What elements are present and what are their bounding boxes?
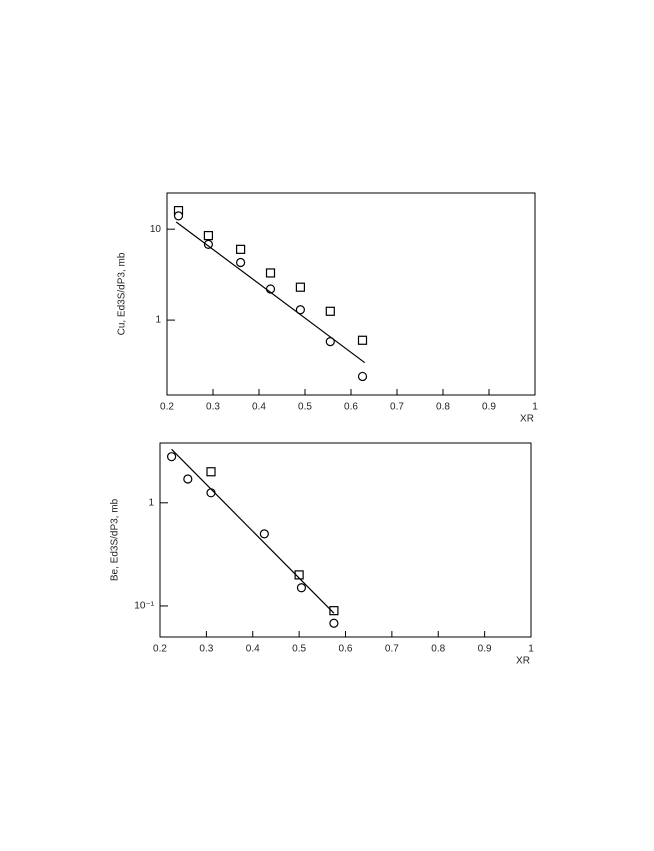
square-point	[206, 467, 216, 477]
circle-point	[296, 583, 307, 593]
plot-frame	[166, 192, 536, 396]
square-point	[236, 244, 246, 254]
circle-point	[206, 488, 216, 498]
x-tick-label: 0.5	[292, 644, 306, 655]
square-point	[357, 335, 368, 345]
square-point	[329, 606, 339, 616]
circle-point	[236, 257, 246, 268]
y-tick-label: 1	[155, 315, 161, 326]
x-tick-label: 0.3	[206, 402, 220, 413]
x-tick-label: 0.4	[246, 644, 260, 655]
y-axis-label: Be, Ed3S/dP3, mb	[110, 498, 121, 581]
x-tick-label: 0.5	[298, 402, 312, 413]
x-tick-label: 0.7	[390, 402, 404, 413]
x-tick-label: 0.7	[385, 644, 399, 655]
x-tick-label: 1	[532, 402, 538, 413]
circle-point	[357, 371, 368, 382]
x-tick-label: 0.9	[478, 644, 492, 655]
y-tick-label: 10	[150, 224, 162, 235]
circle-point	[329, 618, 339, 628]
y-tick-label: 10⁻¹	[134, 601, 154, 612]
plot-frame	[159, 442, 532, 638]
x-tick-label: 0.2	[160, 402, 174, 413]
x-tick-label: 0.8	[431, 644, 445, 655]
circle-point	[166, 452, 177, 462]
x-tick-label: 0.6	[339, 644, 353, 655]
y-axis-label: Cu, Ed3S/dP3, mb	[117, 252, 128, 335]
circle-point	[173, 211, 184, 221]
x-tick-label: 0.3	[199, 644, 213, 655]
square-point	[203, 230, 213, 241]
circle-point	[203, 239, 213, 250]
x-axis-label: XR	[520, 414, 534, 425]
square-point	[265, 268, 276, 278]
y-tick-label: 1	[148, 497, 154, 508]
fit-line	[175, 221, 366, 364]
circle-point	[183, 474, 193, 484]
x-tick-label: 0.6	[344, 402, 358, 413]
x-axis-label: XR	[516, 656, 530, 667]
circle-point	[295, 305, 305, 315]
circle-point	[259, 529, 269, 539]
fit-line	[171, 448, 335, 614]
x-tick-label: 1	[528, 644, 534, 655]
x-tick-label: 0.9	[482, 402, 496, 413]
square-point	[295, 282, 305, 292]
x-tick-label: 0.2	[153, 644, 167, 655]
x-tick-label: 0.4	[252, 402, 266, 413]
x-tick-label: 0.8	[436, 402, 450, 413]
square-point	[325, 306, 335, 316]
